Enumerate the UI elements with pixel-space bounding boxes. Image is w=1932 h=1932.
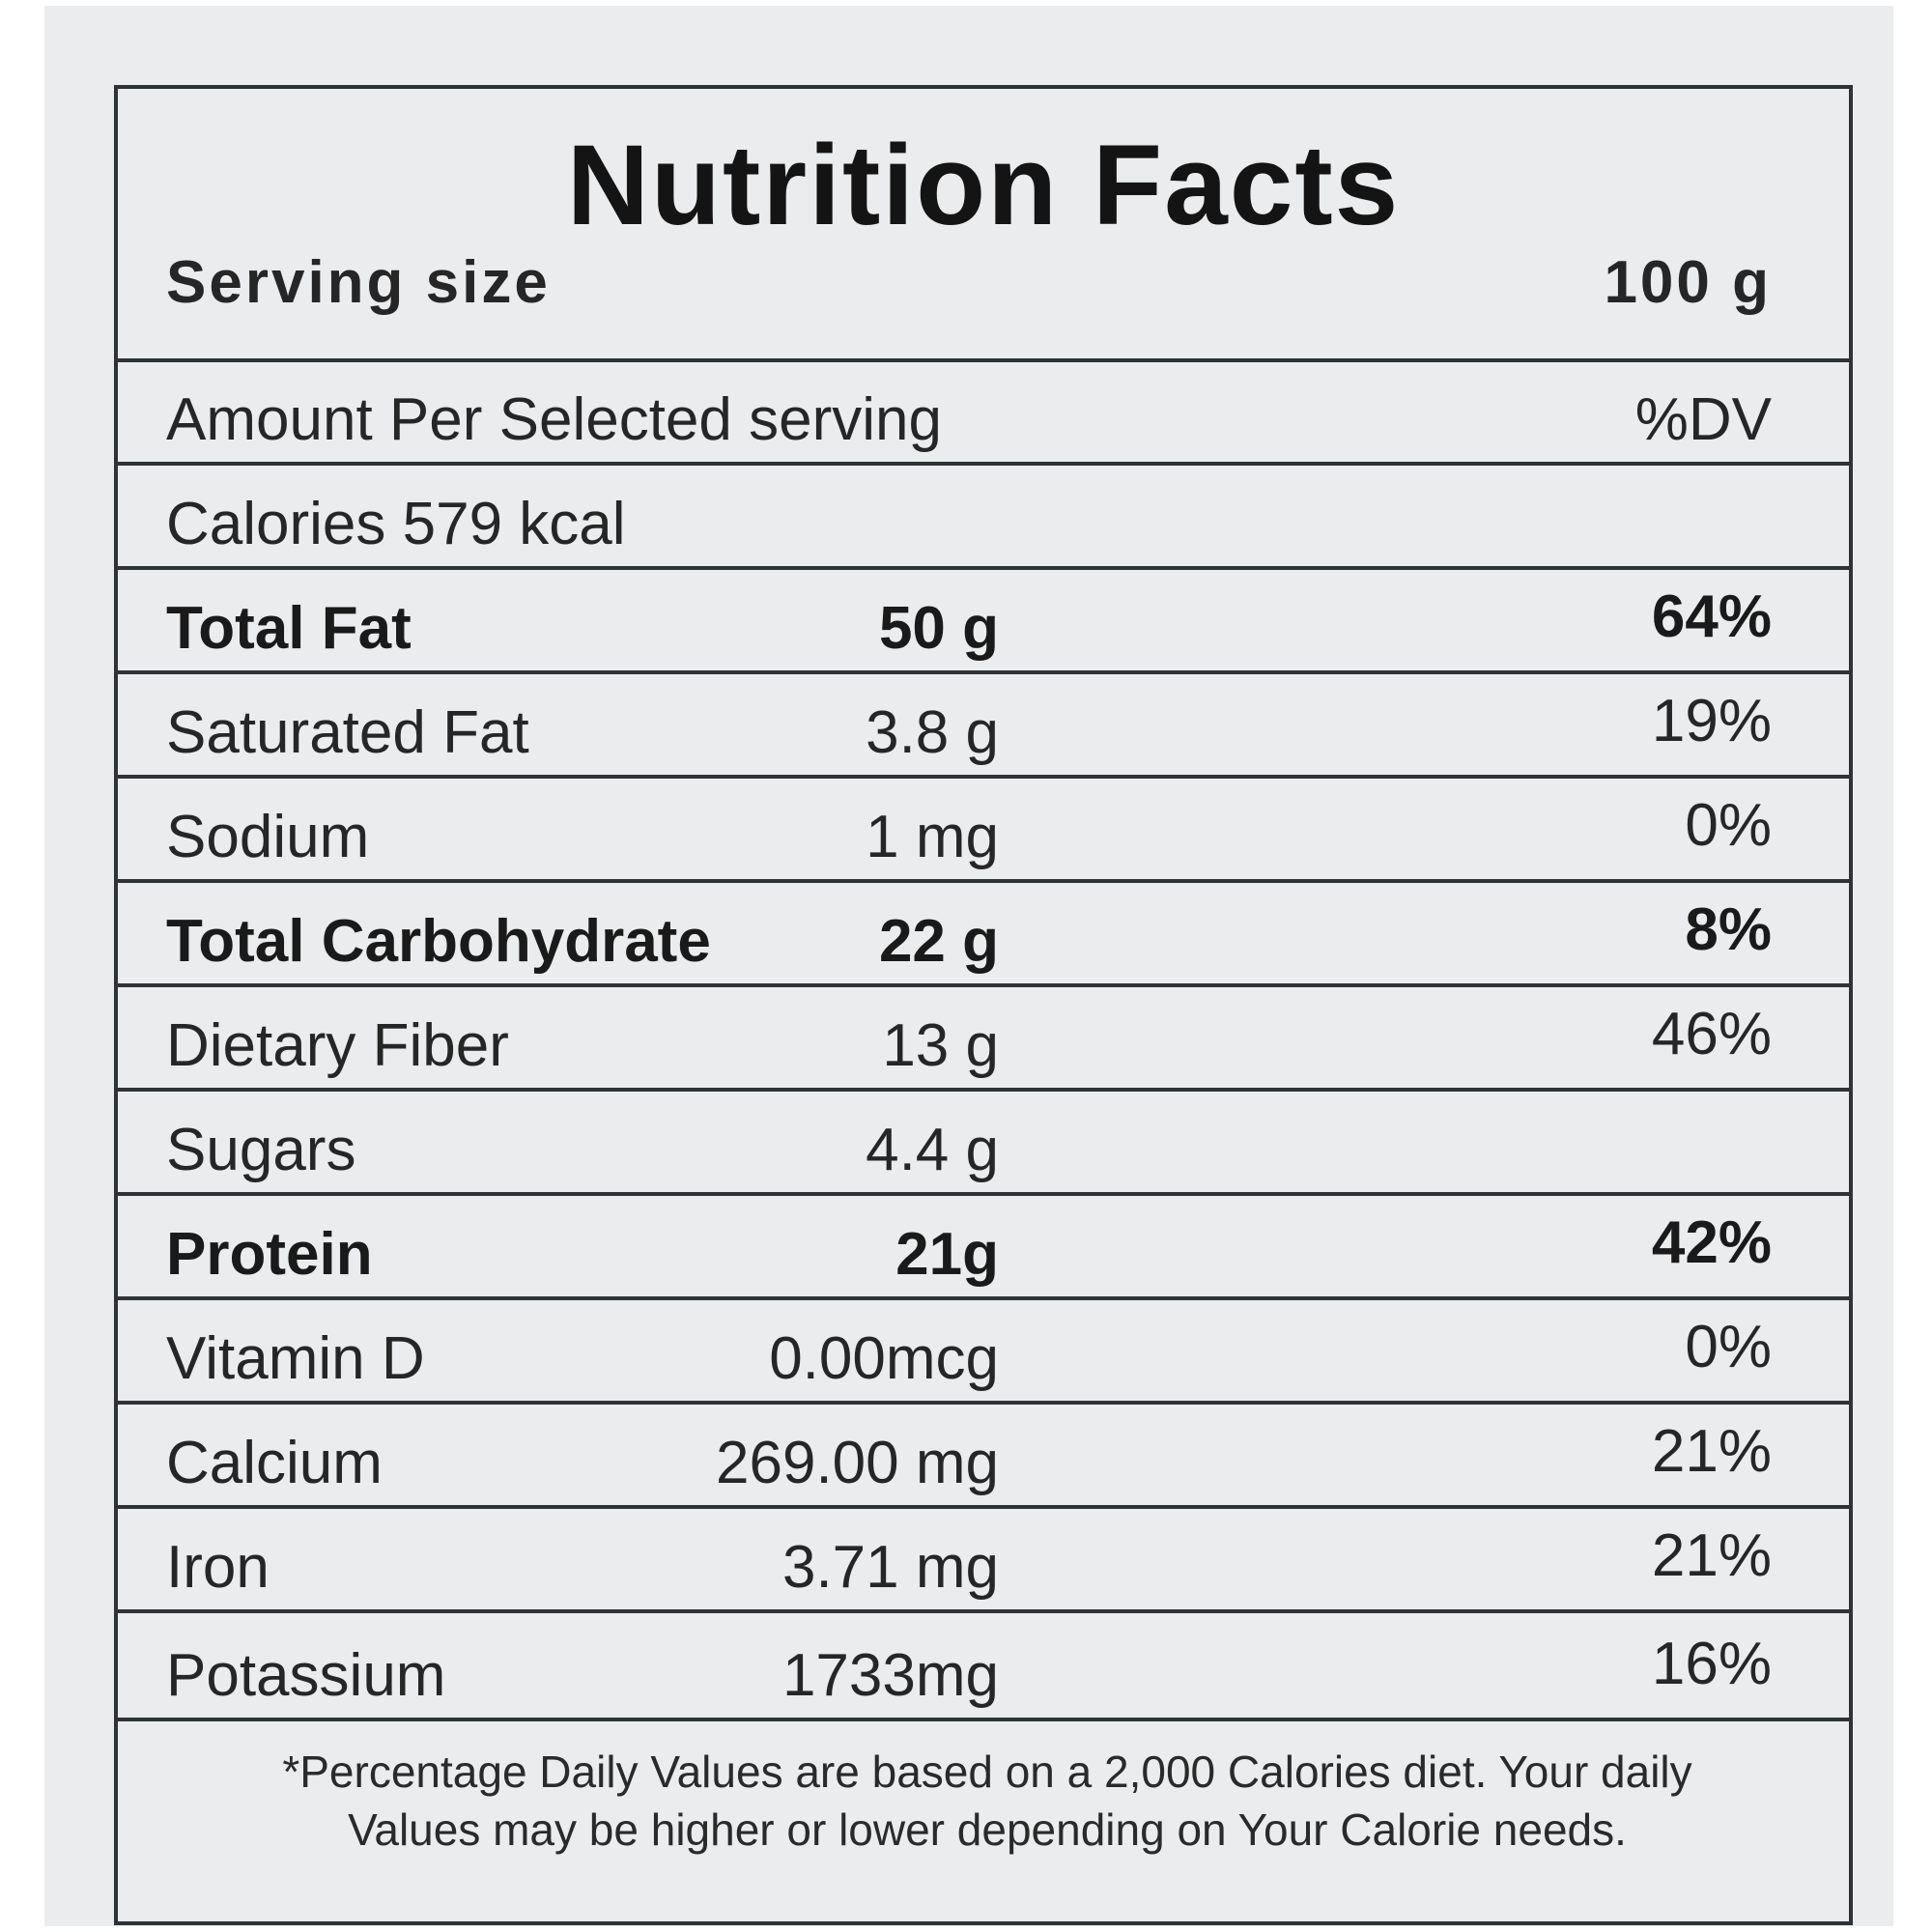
nutrient-amount: 21g: [895, 1221, 999, 1288]
nutrient-dv: 0%: [1685, 792, 1772, 859]
nutrient-dv: 42%: [1651, 1209, 1772, 1276]
nutrient-row-calcium: Calcium 269.00 mg 21%: [118, 1405, 1849, 1509]
nutrient-name: Total Carbohydrate: [166, 908, 711, 975]
footnote-line-1: *Percentage Daily Values are based on a …: [282, 1747, 1692, 1797]
calories-row: Calories 579 kcal: [118, 466, 1849, 570]
nutrient-dv: 64%: [1651, 583, 1772, 650]
nutrient-amount: 13 g: [882, 1012, 999, 1079]
daily-value-footnote: *Percentage Daily Values are based on a …: [156, 1743, 1818, 1859]
nutrient-row-sugars: Sugars 4.4 g: [118, 1092, 1849, 1196]
nutrient-name: Sugars: [166, 1117, 356, 1183]
nutrient-row-total-fat: Total Fat 50 g 64%: [118, 570, 1849, 674]
nutrient-dv: 16%: [1651, 1631, 1772, 1697]
nutrient-name: Potassium: [166, 1642, 446, 1709]
nutrient-dv: 0%: [1685, 1314, 1772, 1380]
nutrient-row-vitamin-d: Vitamin D 0.00mcg 0%: [118, 1300, 1849, 1405]
label-title: Nutrition Facts: [566, 122, 1401, 249]
nutrient-amount: 0.00mcg: [769, 1325, 999, 1392]
nutrient-name: Iron: [166, 1534, 270, 1601]
nutrient-name: Dietary Fiber: [166, 1012, 509, 1079]
nutrient-amount: 1733mg: [781, 1642, 999, 1709]
nutrient-row-sodium: Sodium 1 mg 0%: [118, 779, 1849, 883]
nutrient-row-saturated-fat: Saturated Fat 3.8 g 19%: [118, 674, 1849, 779]
nutrient-amount: 22 g: [878, 908, 999, 975]
nutrient-dv: 21%: [1651, 1522, 1772, 1589]
footnote-line-2: Values may be higher or lower depending …: [348, 1804, 1627, 1855]
nutrient-dv: 19%: [1651, 688, 1772, 754]
nutrient-name: Sodium: [166, 804, 370, 870]
nutrient-name: Total Fat: [166, 595, 412, 662]
nutrient-amount: 269.00 mg: [716, 1430, 999, 1496]
nutrient-amount: 4.4 g: [866, 1117, 999, 1183]
nutrition-label: Nutrition Facts Serving size 100 g Amoun…: [114, 85, 1853, 1925]
amount-per-row: Amount Per Selected serving %DV: [118, 362, 1849, 466]
amount-per-label: Amount Per Selected serving: [166, 386, 942, 453]
nutrient-row-total-carbohydrate: Total Carbohydrate 22 g 8%: [118, 883, 1849, 987]
nutrient-row-potassium: Potassium 1733mg 16%: [118, 1613, 1849, 1721]
photo-background: [44, 6, 1893, 1926]
nutrient-dv: 21%: [1651, 1418, 1772, 1485]
serving-size-value: 100 g: [1604, 249, 1772, 316]
nutrient-name: Protein: [166, 1221, 373, 1288]
calories-text: Calories 579 kcal: [166, 491, 626, 557]
serving-size-label: Serving size: [166, 249, 551, 316]
nutrient-row-dietary-fiber: Dietary Fiber 13 g 46%: [118, 987, 1849, 1092]
label-header: Nutrition Facts Serving size 100 g: [118, 89, 1849, 362]
nutrient-name: Vitamin D: [166, 1325, 425, 1392]
nutrient-dv: 8%: [1685, 896, 1772, 963]
nutrient-name: Calcium: [166, 1430, 383, 1496]
nutrient-amount: 50 g: [878, 595, 999, 662]
nutrient-amount: 3.71 mg: [781, 1534, 999, 1601]
nutrient-amount: 3.8 g: [866, 699, 999, 766]
nutrient-dv: 46%: [1651, 1001, 1772, 1067]
dv-header: %DV: [1634, 386, 1772, 453]
nutrient-row-iron: Iron 3.71 mg 21%: [118, 1509, 1849, 1613]
nutrient-row-protein: Protein 21g 42%: [118, 1196, 1849, 1300]
nutrient-name: Saturated Fat: [166, 699, 529, 766]
nutrient-amount: 1 mg: [866, 804, 999, 870]
